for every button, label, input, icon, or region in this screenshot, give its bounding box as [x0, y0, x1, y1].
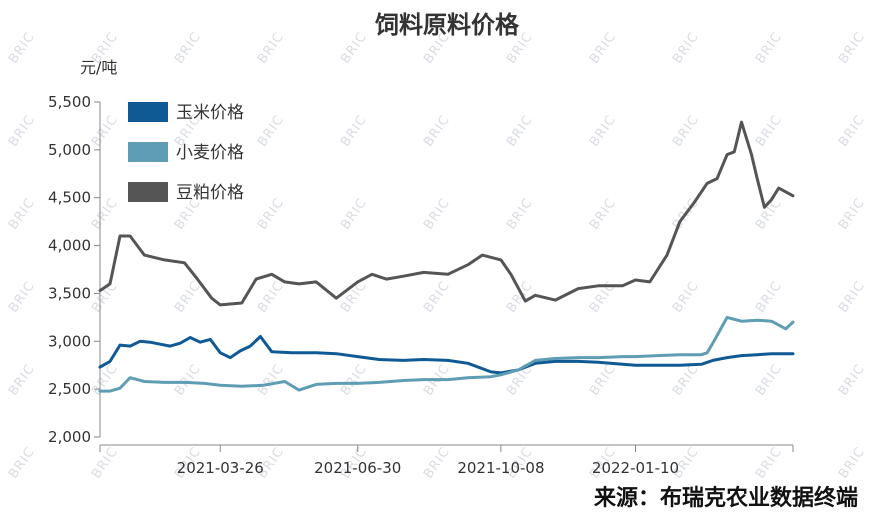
watermark-text: BRIC	[6, 29, 38, 66]
watermark-layer: BRIC BRIC BRIC BRIC BRIC BRIC BRIC BRIC BRIC BRIC…	[6, 29, 868, 481]
y-tick-label: 2,500	[48, 380, 91, 398]
watermark-text: BRIC	[504, 361, 536, 398]
watermark-text: BRIC	[6, 112, 38, 149]
watermark-text: BRIC	[421, 278, 453, 315]
watermark-text: BRIC	[504, 195, 536, 232]
watermark-text: BRIC	[587, 29, 619, 66]
watermark-text: BRIC	[753, 278, 785, 315]
watermark-text: BRIC	[753, 444, 785, 481]
watermark-text: BRIC	[587, 195, 619, 232]
x-tick-label: 2021-06-30	[314, 459, 401, 477]
watermark-text: BRIC	[670, 112, 702, 149]
y-tick-label: 5,500	[48, 93, 91, 111]
watermark-text: BRIC	[421, 112, 453, 149]
watermark-text: BRIC	[89, 112, 121, 149]
watermark-text: BRIC	[421, 444, 453, 481]
legend-label: 豆粕价格	[176, 183, 244, 203]
watermark-text: BRIC	[255, 195, 287, 232]
watermark-text: BRIC	[338, 195, 370, 232]
x-tick-label: 2022-01-10	[592, 459, 679, 477]
watermark-text: BRIC	[255, 112, 287, 149]
watermark-text: BRIC	[255, 278, 287, 315]
watermark-text: BRIC	[421, 195, 453, 232]
watermark-text: BRIC	[670, 361, 702, 398]
axes: 2,000 2,500 3,000 3,500 4,000 4,500 5,000 5,500…	[48, 93, 794, 477]
watermark-text: BRIC	[587, 278, 619, 315]
watermark-text: BRIC	[753, 29, 785, 66]
watermark-text: BRIC	[836, 361, 868, 398]
x-tick-label: 2021-10-08	[457, 459, 544, 477]
series-line	[98, 120, 795, 307]
watermark-text: BRIC	[836, 195, 868, 232]
legend-swatch	[128, 182, 168, 202]
watermark-text: BRIC	[172, 29, 204, 66]
watermark-text: BRIC	[6, 444, 38, 481]
watermark-text: BRIC	[753, 361, 785, 398]
watermark-text: BRIC	[6, 195, 38, 232]
watermark-text: BRIC	[338, 361, 370, 398]
legend-label: 小麦价格	[176, 143, 244, 163]
y-axis-unit-label: 元/吨	[80, 58, 117, 77]
watermark-text: BRIC	[504, 112, 536, 149]
watermark-text: BRIC	[836, 29, 868, 66]
watermark-text: BRIC	[255, 29, 287, 66]
watermark-text: BRIC	[753, 112, 785, 149]
watermark-text: BRIC	[89, 444, 121, 481]
watermark-text: BRIC	[836, 278, 868, 315]
watermark-text: BRIC	[255, 361, 287, 398]
y-tick-label: 5,000	[48, 141, 91, 159]
watermark-text: BRIC	[587, 112, 619, 149]
watermark-text: BRIC	[587, 361, 619, 398]
watermark-text: BRIC	[670, 278, 702, 315]
y-tick-label: 4,000	[48, 237, 91, 255]
legend-label: 玉米价格	[176, 103, 244, 123]
watermark-text: BRIC	[89, 361, 121, 398]
watermark-text: BRIC	[836, 112, 868, 149]
legend-swatch	[128, 102, 168, 122]
x-tick-label: 2021-03-26	[177, 459, 264, 477]
series-line	[98, 315, 795, 393]
series-line	[98, 335, 795, 375]
y-tick-label: 3,000	[48, 332, 91, 350]
source-note: 来源：布瑞克农业数据终端	[593, 485, 858, 511]
watermark-text: BRIC	[89, 278, 121, 315]
y-tick-label: 2,000	[48, 428, 91, 446]
y-tick-label: 3,500	[48, 284, 91, 302]
series-layer	[98, 120, 795, 393]
legend-swatch	[128, 142, 168, 162]
watermark-text: BRIC	[6, 278, 38, 315]
chart-title: 饲料原料价格	[374, 11, 520, 39]
watermark-text: BRIC	[338, 112, 370, 149]
watermark-text: BRIC	[6, 361, 38, 398]
watermark-text: BRIC	[172, 361, 204, 398]
watermark-text: BRIC	[836, 444, 868, 481]
y-tick-label: 4,500	[48, 189, 91, 207]
watermark-text: BRIC	[89, 195, 121, 232]
watermark-text: BRIC	[670, 29, 702, 66]
watermark-text: BRIC	[338, 29, 370, 66]
